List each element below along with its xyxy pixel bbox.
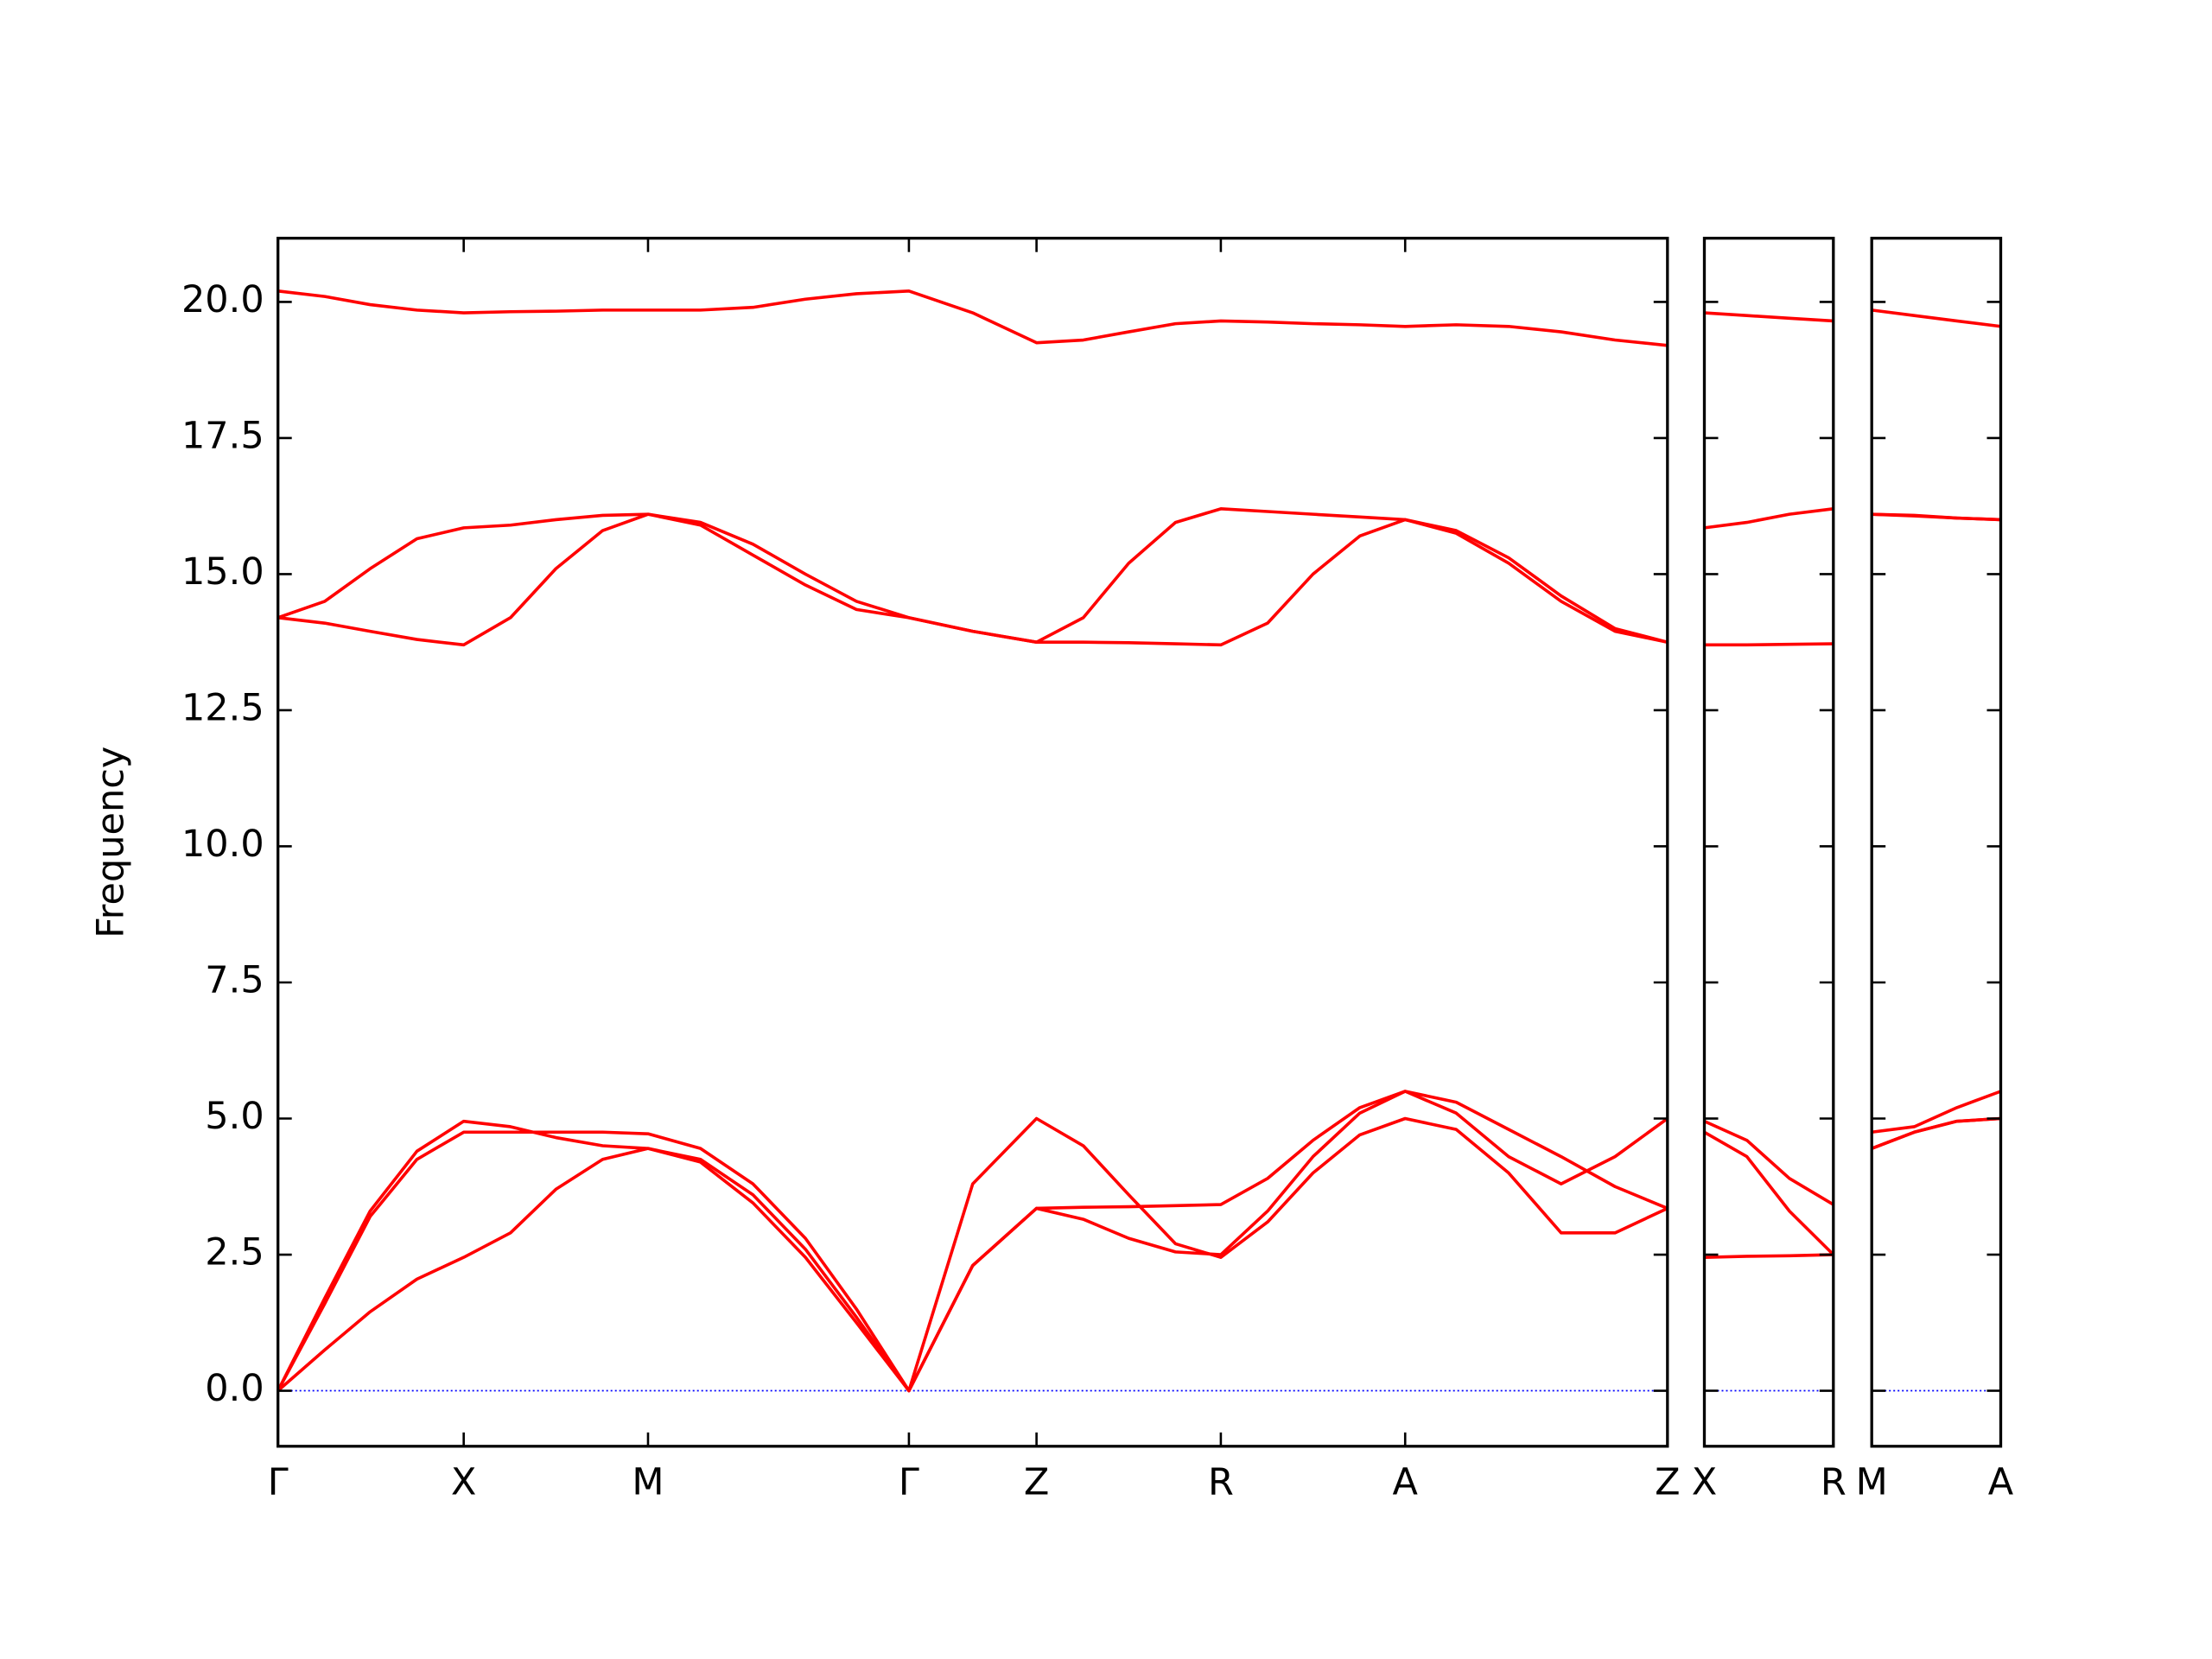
band-line xyxy=(1704,311,1834,323)
y-tick-label: 0.0 xyxy=(205,1367,264,1410)
band-line xyxy=(277,289,1668,347)
band-line xyxy=(276,1116,1669,1393)
x-tick-label: Γ xyxy=(268,1460,289,1503)
x-tick-label: M xyxy=(632,1460,664,1503)
y-tick-label: 17.5 xyxy=(181,414,264,457)
band-line xyxy=(1704,507,1834,530)
x-tick-label: Z xyxy=(1655,1460,1680,1503)
band-line xyxy=(1704,1253,1834,1259)
band-line xyxy=(1871,1090,2002,1135)
y-axis-label: Frequency xyxy=(90,747,133,938)
x-tick-label: X xyxy=(1692,1460,1717,1503)
y-tick-label: 15.0 xyxy=(181,550,264,594)
y-tick-label: 20.0 xyxy=(181,278,264,321)
x-tick-label: M xyxy=(1856,1460,1888,1503)
y-tick-label: 12.5 xyxy=(181,686,264,729)
band-line xyxy=(277,507,1669,644)
x-tick-label: A xyxy=(1393,1460,1419,1503)
x-tick-label: R xyxy=(1208,1460,1234,1503)
y-tick-label: 2.5 xyxy=(205,1231,264,1274)
axes-frame xyxy=(1870,237,2003,1448)
band-line xyxy=(277,512,1669,647)
axes-frame xyxy=(1702,237,1835,1448)
x-tick-label: R xyxy=(1821,1460,1847,1503)
x-tick-label: Γ xyxy=(899,1460,919,1503)
band-line xyxy=(1703,1120,1834,1206)
band-line xyxy=(1871,308,2001,328)
band-line xyxy=(1703,1130,1835,1256)
band-line xyxy=(276,1090,1669,1393)
x-tick-label: Z xyxy=(1024,1460,1049,1503)
x-tick-label: A xyxy=(1988,1460,2014,1503)
band-line xyxy=(1872,512,2001,522)
y-tick-label: 5.0 xyxy=(205,1095,264,1138)
band-line xyxy=(1871,1116,2001,1150)
x-tick-label: X xyxy=(451,1460,476,1503)
y-tick-label: 7.5 xyxy=(205,958,264,1001)
axes-frame xyxy=(276,237,1669,1448)
band-line xyxy=(276,1090,1669,1393)
band-line xyxy=(1871,1116,2001,1150)
band-line xyxy=(1704,642,1834,647)
y-tick-label: 10.0 xyxy=(181,823,264,866)
